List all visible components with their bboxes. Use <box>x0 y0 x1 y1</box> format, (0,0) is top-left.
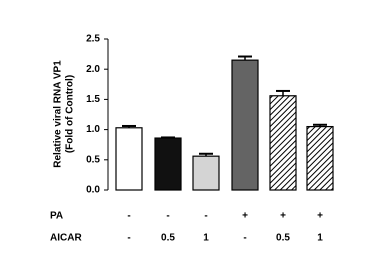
y-axis-label: (Fold of Control) <box>65 75 76 153</box>
y-axis-label: Relative viral RNA VP1 <box>53 60 64 168</box>
bar <box>192 155 220 191</box>
y-tick-label: 0.5 <box>86 154 100 165</box>
y-tick-label: 2.5 <box>86 34 100 45</box>
bar <box>306 125 334 191</box>
condition-label: - <box>127 211 130 222</box>
condition-label: - <box>204 211 207 222</box>
y-tick-label: 1.5 <box>86 94 100 105</box>
condition-label: - <box>127 233 130 244</box>
condition-name: PA <box>50 211 63 222</box>
condition-label: - <box>166 211 169 222</box>
condition-label: 1 <box>317 233 323 244</box>
condition-label: + <box>280 211 286 222</box>
condition-label: 0.5 <box>276 233 290 244</box>
y-tick-label: 2.0 <box>86 64 100 75</box>
condition-label: 0.5 <box>161 233 175 244</box>
y-tick-label: 0.0 <box>86 185 100 196</box>
bar <box>231 59 259 191</box>
condition-label: + <box>317 211 323 222</box>
bar <box>154 137 182 191</box>
condition-name: AICAR <box>50 233 82 244</box>
condition-label: - <box>243 233 246 244</box>
bar <box>269 95 297 191</box>
bar <box>115 127 143 191</box>
condition-label: + <box>242 211 248 222</box>
y-tick-label: 1.0 <box>86 124 100 135</box>
condition-label: 1 <box>203 233 209 244</box>
